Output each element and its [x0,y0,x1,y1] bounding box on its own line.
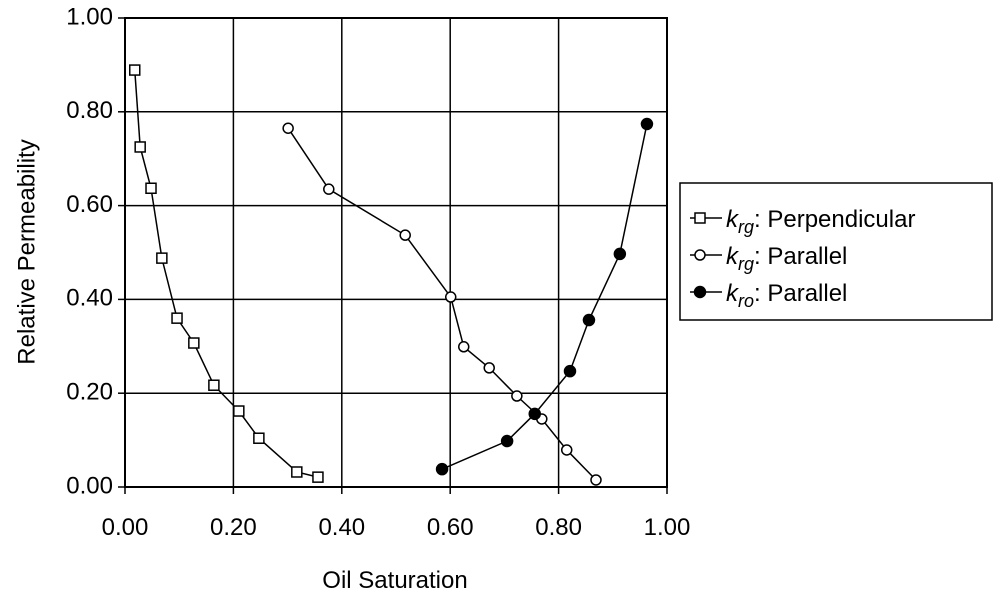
x-tick-label: 0.60 [427,514,474,541]
legend-box [679,182,993,321]
marker [640,117,654,131]
marker [188,337,200,349]
plot-frame [124,17,668,488]
marker [694,212,706,224]
marker [145,182,157,194]
marker [483,362,495,374]
marker [500,434,514,448]
y-tick-label: 0.00 [66,472,113,499]
x-tick-label: 0.80 [535,514,582,541]
x-tick-label: 0.20 [210,514,257,541]
marker [693,285,707,299]
marker [282,122,294,134]
y-tick-label: 0.20 [66,379,113,406]
marker [511,390,523,402]
marker [171,312,183,324]
legend-label: kro: Parallel [726,280,847,311]
marker [323,183,335,195]
marker [613,247,627,261]
marker [129,64,141,76]
marker [208,379,220,391]
marker [156,252,168,264]
marker [582,313,596,327]
marker [560,444,573,456]
legend-label: krg: Perpendicular [726,206,915,237]
marker [590,474,602,486]
legend-label: krg: Parallel [726,243,847,274]
marker [435,462,449,476]
y-tick-label: 0.60 [66,191,113,218]
series-line [287,127,597,481]
marker [399,229,411,241]
marker [291,466,303,478]
marker [444,291,457,303]
y-tick-label: 0.80 [66,97,113,124]
marker [134,141,146,153]
marker [528,407,542,421]
marker [563,364,577,378]
marker [694,249,706,261]
marker [233,405,245,417]
marker [458,341,470,353]
marker [253,432,265,444]
x-axis-label: Oil Saturation [322,567,467,594]
x-tick-label: 0.00 [102,514,149,541]
x-tick-label: 1.00 [644,514,691,541]
y-axis-label: Relative Permeability [13,139,40,364]
y-tick-label: 0.40 [66,285,113,312]
y-tick-label: 1.00 [66,3,113,30]
x-tick-label: 0.40 [318,514,365,541]
marker [312,471,324,483]
